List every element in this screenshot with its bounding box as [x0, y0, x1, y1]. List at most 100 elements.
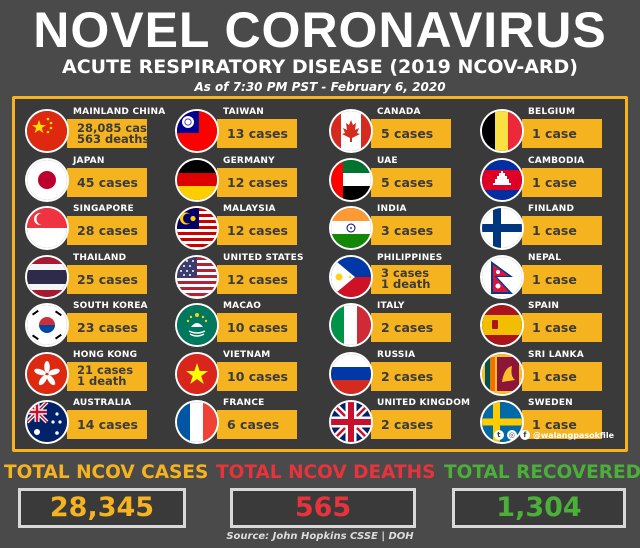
- country-name: HONG KONG: [73, 349, 138, 360]
- singapore-flag-icon: [27, 208, 67, 248]
- country-name: SWEDEN: [528, 398, 573, 408]
- country-name: MACAO: [223, 301, 262, 311]
- country-name: UNITED KINGDOM: [377, 398, 471, 408]
- instagram-icon: ◎: [506, 430, 517, 440]
- case-count: 1 case: [532, 368, 577, 384]
- case-count: 12 cases: [227, 271, 288, 287]
- south-korea-flag-icon: [27, 305, 67, 345]
- uae-flag-icon: [331, 159, 371, 200]
- country-name: THAILAND: [73, 252, 127, 263]
- italy-flag-icon: [331, 305, 371, 345]
- total-cases-block: TOTAL NCOV CASES 28,345: [4, 462, 209, 528]
- country-name: GERMANY: [223, 155, 275, 166]
- japan-flag-icon: [27, 159, 67, 200]
- country-name: SINGAPORE: [73, 204, 134, 214]
- death-count: 1 death: [381, 277, 431, 291]
- india-flag-icon: [331, 208, 371, 248]
- country-name: ITALY: [377, 301, 405, 311]
- case-count: 1 case: [532, 271, 577, 287]
- page-subtitle: ACUTE RESPIRATORY DISEASE (2019 NCOV-ARD…: [61, 56, 578, 78]
- china-flag-icon: [27, 111, 67, 151]
- case-count-box: 1 case: [522, 313, 602, 342]
- vietnam-flag-icon: [177, 353, 217, 394]
- case-count: 12 cases: [227, 174, 288, 190]
- case-count-box: 2 cases: [371, 410, 451, 439]
- case-count-box: 12 cases: [217, 216, 297, 245]
- country-name: UNITED STATES: [223, 252, 304, 263]
- case-count-box: 1 case: [522, 361, 602, 391]
- case-count-box: 3 cases 1 death: [371, 264, 451, 294]
- germany-flag-icon: [177, 159, 217, 200]
- case-count-box: 28 cases: [67, 216, 147, 245]
- country-name: VIETNAM: [223, 349, 271, 360]
- country-name: SRI LANKA: [528, 349, 584, 360]
- macao-flag-icon: [177, 305, 217, 345]
- case-count-box: 5 cases: [371, 119, 451, 148]
- case-count: 28 cases: [77, 223, 138, 238]
- canada-flag-icon: [331, 111, 371, 151]
- thailand-flag-icon: [27, 256, 67, 297]
- australia-flag-icon: [27, 402, 67, 442]
- as-of-date: As of 7:30 PM PST - February 6, 2020: [194, 80, 446, 94]
- case-count-box: 21 cases 1 death: [67, 361, 147, 391]
- country-name: SOUTH KOREA: [73, 301, 148, 311]
- facebook-icon: f: [519, 430, 530, 440]
- total-recovered-value: 1,304: [452, 488, 626, 528]
- case-count: 1 case: [532, 417, 577, 432]
- total-cases-label: TOTAL NCOV CASES: [4, 462, 209, 483]
- death-count: 563 deaths: [77, 131, 150, 146]
- country-name: JAPAN: [73, 155, 105, 166]
- case-count: 10 cases: [227, 368, 288, 384]
- sri-lanka-flag-icon: [482, 353, 522, 394]
- case-count-box: 14 cases: [67, 410, 147, 439]
- cambodia-flag-icon: [482, 159, 522, 200]
- death-count: 1 death: [77, 374, 127, 388]
- country-name: MALAYSIA: [223, 204, 276, 214]
- case-count: 1 case: [532, 223, 577, 238]
- case-count: 6 cases: [227, 417, 280, 432]
- country-name: AUSTRALIA: [73, 398, 132, 408]
- case-count-box: 13 cases: [217, 119, 297, 148]
- country-name: CAMBODIA: [528, 155, 585, 166]
- spain-flag-icon: [482, 305, 522, 345]
- case-count-box: 12 cases: [217, 264, 297, 294]
- case-count-box: 12 cases: [217, 167, 297, 197]
- case-count: 3 cases: [381, 266, 430, 280]
- total-deaths-block: TOTAL NCOV DEATHS 565: [216, 462, 435, 528]
- case-count-box: 25 cases: [67, 264, 147, 294]
- case-count: 3 cases: [381, 223, 434, 238]
- total-recovered-label: TOTAL RECOVERED: [444, 462, 640, 483]
- case-count: 13 cases: [227, 126, 288, 141]
- malaysia-flag-icon: [177, 208, 217, 248]
- belgium-flag-icon: [482, 111, 522, 151]
- nepal-flag-icon: [482, 256, 522, 297]
- case-count: 12 cases: [227, 223, 288, 238]
- case-count: 23 cases: [77, 320, 138, 335]
- case-count-box: 6 cases: [217, 410, 297, 439]
- country-name: FINLAND: [528, 204, 575, 214]
- finland-flag-icon: [482, 208, 522, 248]
- case-count: 25 cases: [77, 271, 138, 287]
- social-handle: @walangpasokfile: [532, 430, 614, 440]
- case-count-box: 1 case: [522, 119, 602, 148]
- case-count-box: 45 cases: [67, 167, 147, 197]
- uk-flag-icon: [331, 402, 371, 442]
- country-name: RUSSIA: [377, 349, 416, 360]
- case-count: 1 case: [532, 126, 577, 141]
- case-count-box: 5 cases: [371, 167, 451, 197]
- country-name: SPAIN: [528, 301, 560, 311]
- country-name: FRANCE: [223, 398, 265, 408]
- source-note: Source: John Hopkins CSSE | DOH: [226, 531, 414, 542]
- country-name: MAINLAND CHINA: [73, 107, 166, 117]
- case-count: 21 cases: [77, 363, 134, 377]
- case-count-box: 1 case: [522, 216, 602, 245]
- case-count-box: 1 case: [522, 167, 602, 197]
- case-count-box: 28,085 cases 563 deaths: [67, 119, 161, 148]
- case-count: 45 cases: [77, 174, 138, 190]
- total-deaths-value: 565: [230, 488, 416, 528]
- country-name: PHILIPPINES: [377, 252, 443, 263]
- france-flag-icon: [177, 402, 217, 442]
- total-cases-value: 28,345: [18, 488, 186, 528]
- case-count: 14 cases: [77, 417, 138, 432]
- taiwan-flag-icon: [177, 111, 217, 151]
